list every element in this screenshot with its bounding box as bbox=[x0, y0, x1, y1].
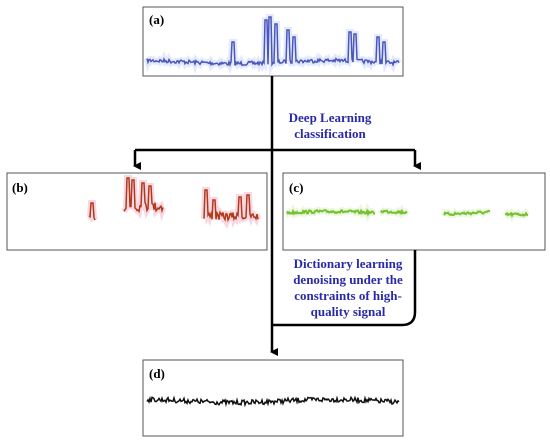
panel-label: (d) bbox=[149, 366, 165, 381]
signal bbox=[203, 189, 259, 223]
signal bbox=[146, 395, 400, 408]
signal bbox=[286, 208, 376, 217]
edge-label: Deep Learning bbox=[289, 110, 372, 125]
signal bbox=[123, 177, 164, 214]
edge-label: classification bbox=[294, 126, 366, 141]
panel-label: (b) bbox=[12, 180, 28, 195]
signal bbox=[88, 202, 96, 221]
signals bbox=[87, 14, 530, 408]
edge-label: denoising under the bbox=[293, 272, 403, 287]
panel-d bbox=[142, 359, 404, 437]
signal bbox=[443, 209, 491, 217]
signal bbox=[146, 16, 400, 68]
panel-label: (c) bbox=[289, 180, 303, 195]
signal bbox=[380, 208, 408, 216]
panel-label: (a) bbox=[149, 12, 164, 27]
edge-label: constraints of high- bbox=[294, 288, 402, 303]
signal bbox=[504, 211, 529, 218]
edge-label: quality signal bbox=[311, 304, 386, 319]
arrow-c-to-main bbox=[272, 250, 417, 327]
edge-label: Dictionary learning bbox=[294, 256, 403, 271]
